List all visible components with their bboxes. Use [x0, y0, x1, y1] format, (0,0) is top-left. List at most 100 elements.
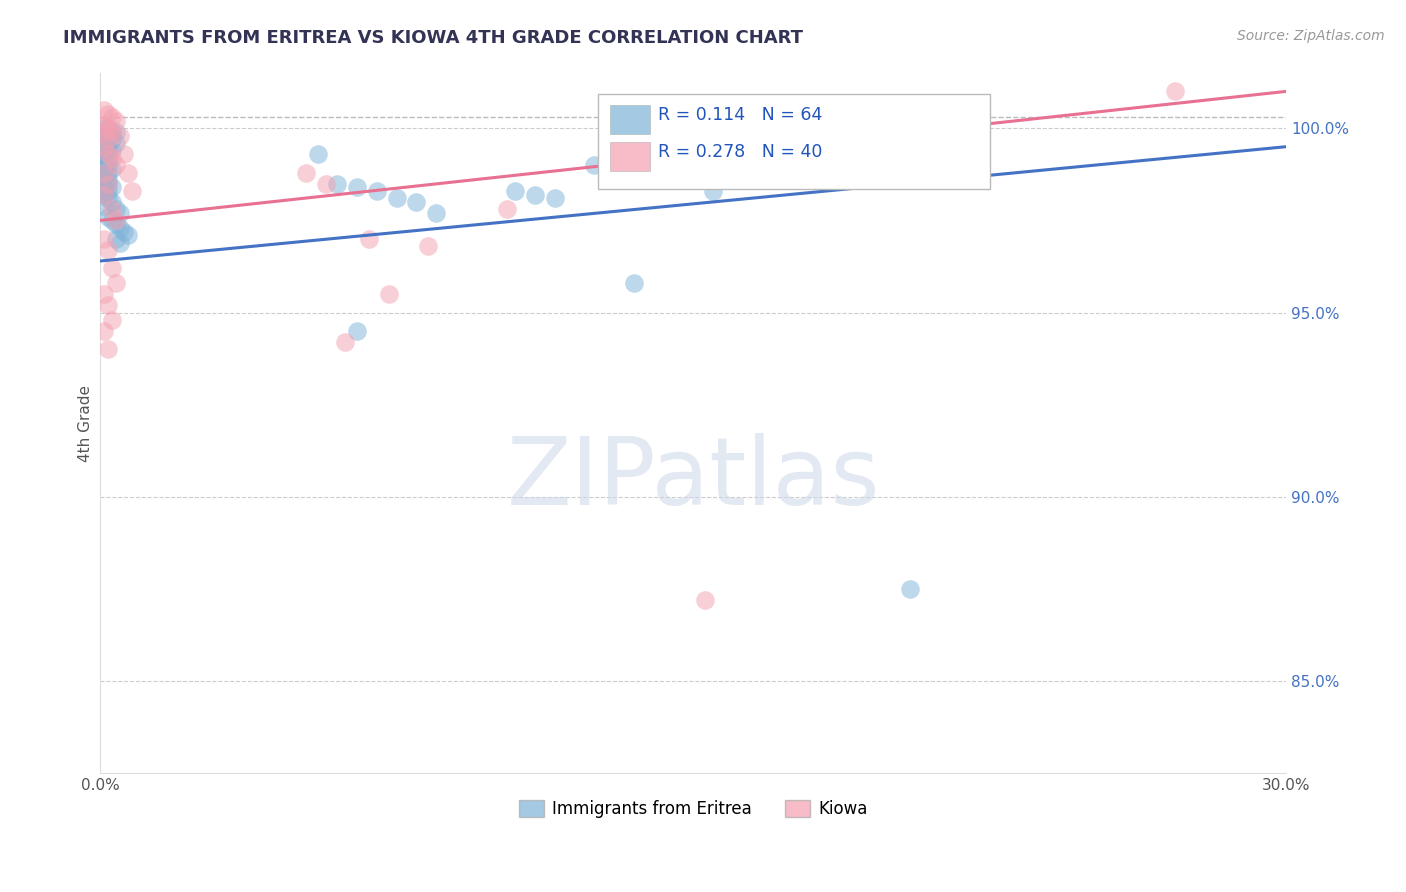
Point — [405, 194, 427, 209]
Text: Source: ZipAtlas.com: Source: ZipAtlas.com — [1237, 29, 1385, 43]
Point — [623, 276, 645, 290]
Point — [101, 110, 124, 124]
Point — [93, 103, 115, 117]
Point — [97, 121, 120, 136]
Point — [326, 177, 349, 191]
Point — [93, 158, 115, 172]
Point — [307, 147, 329, 161]
Point — [93, 132, 115, 146]
Point — [1164, 84, 1187, 98]
Point — [93, 287, 115, 301]
Point — [418, 239, 440, 253]
Point — [97, 173, 120, 187]
Point — [105, 276, 128, 290]
Point — [524, 187, 547, 202]
Text: ZIPatlas: ZIPatlas — [506, 434, 880, 525]
Point — [105, 232, 128, 246]
Point — [93, 121, 115, 136]
Point — [105, 158, 128, 172]
Point — [702, 184, 724, 198]
Point — [105, 114, 128, 128]
Point — [97, 343, 120, 357]
Point — [377, 287, 399, 301]
Point — [97, 121, 120, 136]
Point — [97, 177, 120, 191]
Point — [385, 191, 408, 205]
Point — [101, 125, 124, 139]
Point — [101, 151, 124, 165]
Point — [101, 194, 124, 209]
Point — [101, 261, 124, 276]
FancyBboxPatch shape — [598, 94, 990, 188]
Point — [93, 125, 115, 139]
Point — [97, 298, 120, 312]
Point — [108, 206, 131, 220]
Point — [101, 180, 124, 194]
Point — [108, 220, 131, 235]
Point — [101, 161, 124, 176]
Point — [97, 144, 120, 158]
Point — [643, 147, 665, 161]
Point — [97, 154, 120, 169]
Point — [117, 228, 139, 243]
Point — [93, 199, 115, 213]
Point — [93, 161, 115, 176]
Y-axis label: 4th Grade: 4th Grade — [79, 384, 93, 462]
Point — [97, 184, 120, 198]
Point — [93, 165, 115, 179]
Text: R = 0.278   N = 40: R = 0.278 N = 40 — [658, 143, 823, 161]
Point — [101, 144, 124, 158]
Point — [101, 213, 124, 227]
Point — [780, 132, 803, 146]
Point — [105, 213, 128, 227]
Point — [105, 202, 128, 217]
Point — [93, 173, 115, 187]
Point — [105, 136, 128, 150]
Point — [121, 184, 143, 198]
Point — [335, 335, 357, 350]
Point — [101, 313, 124, 327]
Point — [105, 125, 128, 139]
Point — [108, 235, 131, 250]
Point — [93, 165, 115, 179]
Point — [97, 132, 120, 146]
Point — [93, 154, 115, 169]
Point — [112, 147, 135, 161]
Point — [93, 324, 115, 338]
Text: R = 0.114   N = 64: R = 0.114 N = 64 — [658, 106, 823, 124]
Point — [496, 202, 519, 217]
Point — [425, 206, 447, 220]
Text: IMMIGRANTS FROM ERITREA VS KIOWA 4TH GRADE CORRELATION CHART: IMMIGRANTS FROM ERITREA VS KIOWA 4TH GRA… — [63, 29, 803, 46]
Point — [112, 225, 135, 239]
Point — [97, 177, 120, 191]
Point — [93, 177, 115, 191]
Point — [105, 217, 128, 231]
Point — [366, 184, 388, 198]
Point — [93, 118, 115, 132]
Point — [93, 169, 115, 184]
Point — [583, 158, 606, 172]
Point — [97, 136, 120, 150]
FancyBboxPatch shape — [610, 104, 651, 134]
Point — [93, 139, 115, 153]
Point — [93, 187, 115, 202]
Point — [97, 243, 120, 257]
Point — [97, 191, 120, 205]
Point — [93, 187, 115, 202]
Point — [97, 158, 120, 172]
Point — [97, 147, 120, 161]
Point — [93, 151, 115, 165]
Point — [93, 139, 115, 153]
Point — [346, 180, 368, 194]
Legend: Immigrants from Eritrea, Kiowa: Immigrants from Eritrea, Kiowa — [512, 793, 875, 824]
Point — [93, 147, 115, 161]
Point — [900, 582, 922, 596]
Point — [544, 191, 567, 205]
Point — [101, 125, 124, 139]
FancyBboxPatch shape — [610, 142, 651, 171]
Point — [315, 177, 337, 191]
Point — [93, 232, 115, 246]
Point — [693, 593, 716, 607]
Point — [97, 151, 120, 165]
Point — [101, 202, 124, 217]
